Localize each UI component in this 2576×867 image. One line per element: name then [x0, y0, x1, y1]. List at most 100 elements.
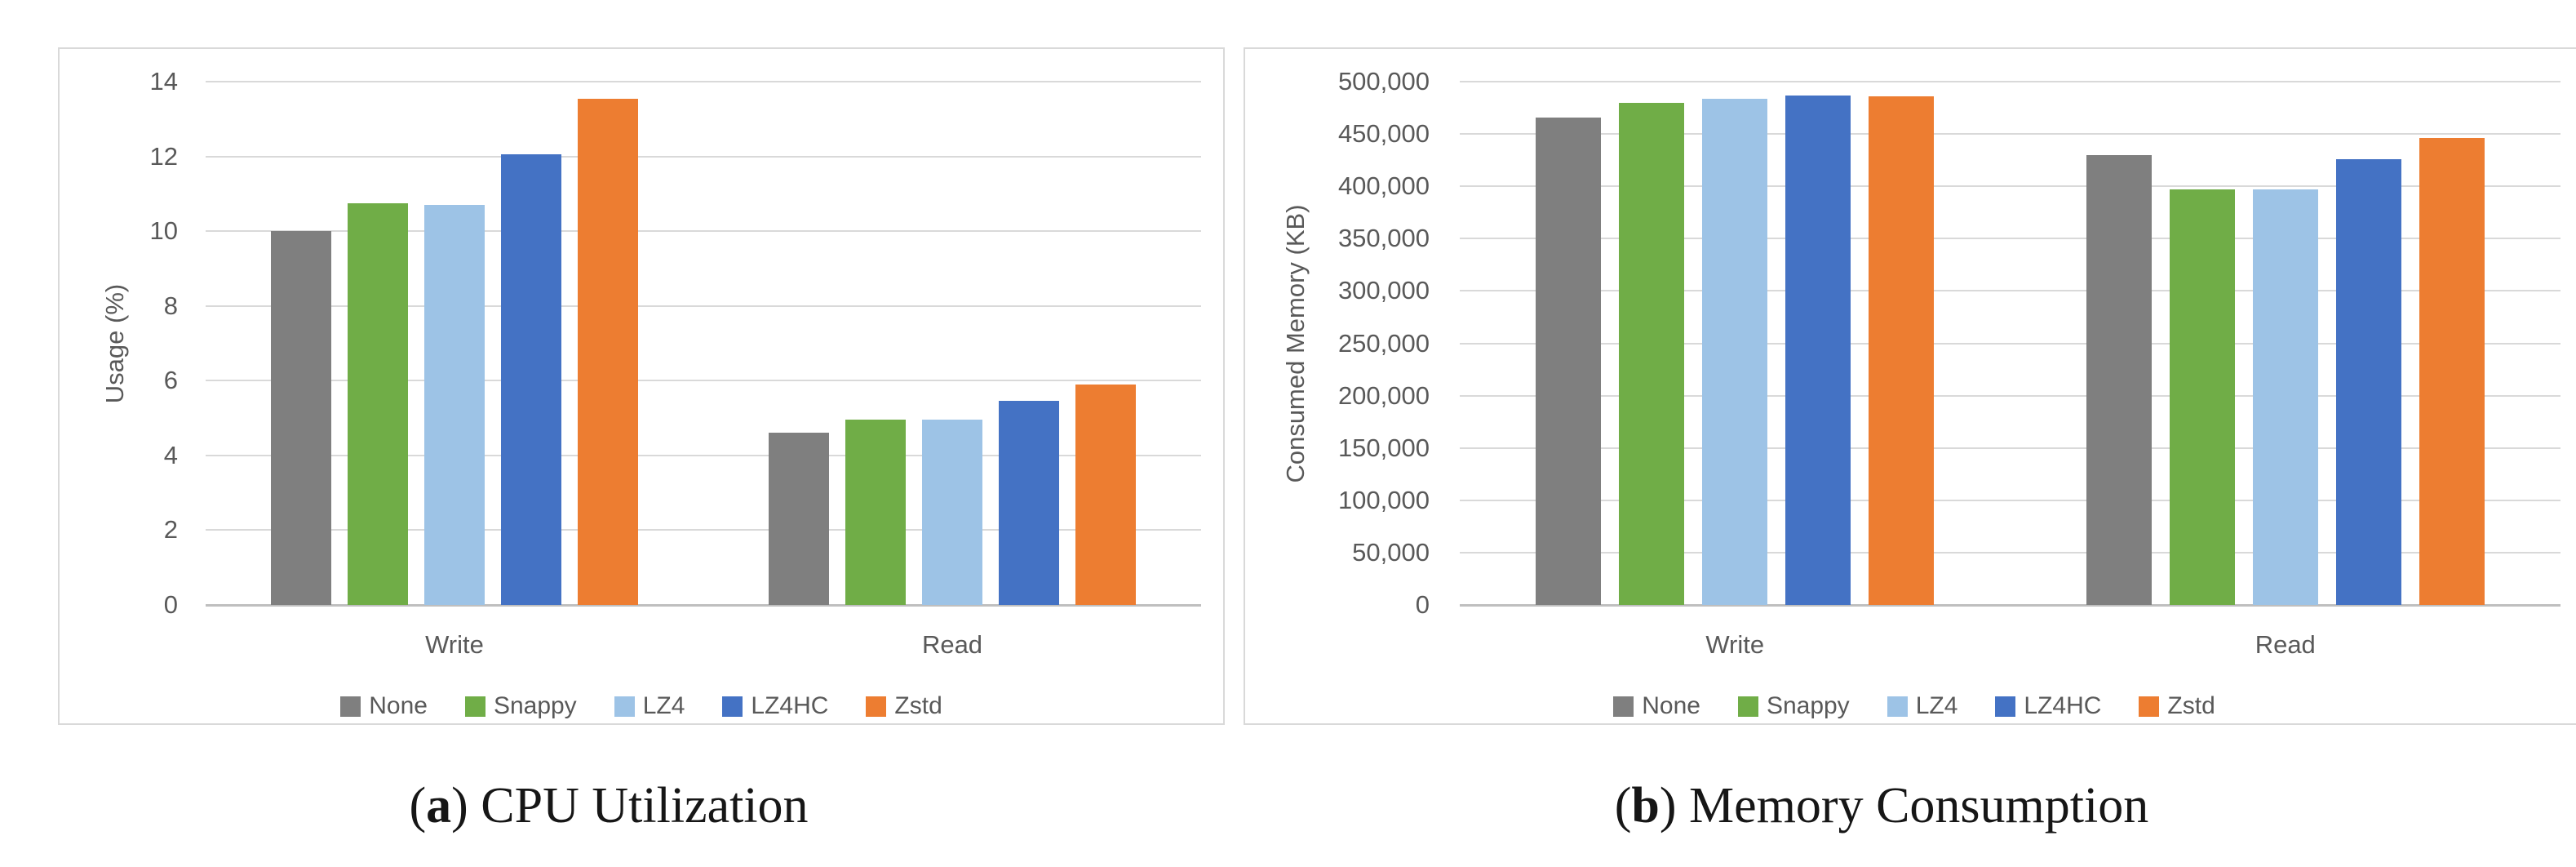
legend-label: Zstd	[2167, 692, 2215, 719]
legend-item-lz4: LZ4	[1887, 692, 1958, 720]
x-axis-line	[1460, 604, 2560, 607]
legend-label: None	[369, 692, 428, 719]
y-tick-label: 400,000	[1337, 171, 1430, 201]
gridline	[1460, 551, 2560, 554]
y-tick-label: 8	[163, 291, 178, 320]
gridline	[206, 529, 1201, 531]
bar-lz4-read	[2252, 189, 2318, 605]
legend-item-zstd: Zstd	[866, 692, 942, 720]
bar-lz4-read	[922, 420, 982, 605]
legend-label: LZ4HC	[751, 692, 829, 719]
legend-label: LZ4HC	[2024, 692, 2102, 719]
y-tick-label: 10	[149, 216, 178, 246]
gridline	[1460, 447, 2560, 449]
legend-item-lz4: LZ4	[614, 692, 685, 720]
gridline	[1460, 499, 2560, 501]
caption-cpu-utilization: (a) CPU Utilization	[25, 777, 1192, 835]
caption-paren-close: )	[451, 778, 468, 834]
y-tick-label: 2	[163, 515, 178, 545]
bar-zstd-read	[2419, 138, 2485, 605]
legend-label: LZ4	[1915, 692, 1958, 719]
legend-item-lz4hc: LZ4HC	[1995, 692, 2101, 720]
legend-swatch-icon	[1995, 696, 2016, 717]
bar-group-read	[2011, 82, 2561, 605]
x-category-label-write: Write	[1705, 630, 1765, 659]
legend-label: Snappy	[493, 692, 577, 719]
x-axis-line	[206, 604, 1201, 607]
bar-zstd-read	[1075, 385, 1136, 605]
gridline	[206, 380, 1201, 382]
legend-item-snappy: Snappy	[1737, 692, 1850, 720]
gridline	[206, 155, 1201, 158]
legend-swatch-icon	[614, 696, 635, 717]
legend-item-zstd: Zstd	[2139, 692, 2215, 720]
legend-swatch-icon	[2139, 696, 2160, 717]
bar-lz4-write	[1702, 99, 1768, 605]
legend: None Snappy LZ4 LZ4HC Zstd	[1245, 692, 2576, 720]
y-tick-label: 150,000	[1337, 433, 1430, 462]
bar-none-write	[1536, 118, 1602, 605]
y-tick-label: 4	[163, 440, 178, 469]
gridline	[206, 305, 1201, 307]
x-category-label-write: Write	[425, 630, 484, 659]
y-tick-label: 0	[163, 590, 178, 619]
chart-panel-memory-consumption: Consumed Memory (KB) 500,000 450,000 400,0…	[1244, 47, 2576, 725]
caption-title: Memory Consumption	[1689, 778, 2149, 834]
legend-label: Snappy	[1766, 692, 1850, 719]
legend-swatch-icon	[464, 696, 485, 717]
y-tick-label: 500,000	[1337, 67, 1430, 96]
gridline	[1460, 185, 2560, 188]
bar-snappy-read	[845, 420, 906, 605]
legend-item-none: None	[340, 692, 428, 720]
caption-title: CPU Utilization	[481, 778, 809, 834]
caption-paren-close: )	[1659, 778, 1677, 834]
legend-label: Zstd	[894, 692, 942, 719]
bar-zstd-write	[578, 99, 638, 605]
legend-swatch-icon	[1887, 696, 1908, 717]
y-tick-label: 0	[1415, 590, 1430, 619]
bar-group-read	[703, 82, 1201, 605]
x-category-label-read: Read	[921, 630, 983, 659]
bar-zstd-write	[1869, 96, 1935, 605]
legend-swatch-icon	[1737, 696, 1758, 717]
y-tick-label: 100,000	[1337, 485, 1430, 514]
caption-memory-consumption: (b) Memory Consumption	[1211, 777, 2552, 835]
bar-lz4hc-write	[1785, 96, 1851, 605]
y-tick-label: 250,000	[1337, 328, 1430, 358]
legend-swatch-icon	[722, 696, 743, 717]
legend: None Snappy LZ4 LZ4HC Zstd	[60, 692, 1223, 720]
legend-label: LZ4	[642, 692, 685, 719]
y-tick-label: 350,000	[1337, 224, 1430, 253]
y-tick-label: 6	[163, 366, 178, 395]
bar-snappy-write	[348, 203, 408, 605]
bar-group-write	[1460, 82, 2011, 605]
legend-item-none: None	[1613, 692, 1700, 720]
chart-panel-cpu-utilization: Usage (%) 14 12 10 8 6 4 2 0 Write Read None Snappy…	[58, 47, 1225, 725]
gridline	[1460, 394, 2560, 397]
bar-none-read	[2086, 155, 2152, 605]
bar-snappy-read	[2169, 189, 2235, 605]
gridline	[206, 230, 1201, 233]
gridline	[1460, 238, 2560, 240]
gridline	[1460, 290, 2560, 292]
legend-label: None	[1642, 692, 1700, 719]
gridline	[1460, 81, 2560, 82]
gridline	[1460, 133, 2560, 136]
bar-none-write	[271, 231, 331, 605]
x-category-label-read: Read	[2255, 630, 2316, 659]
y-tick-label: 50,000	[1352, 537, 1430, 567]
y-tick-label: 300,000	[1337, 276, 1430, 305]
gridline	[206, 454, 1201, 456]
caption-paren-open: (	[409, 778, 427, 834]
caption-letter: b	[1631, 778, 1660, 834]
legend-swatch-icon	[340, 696, 361, 717]
bar-group-write	[206, 82, 703, 605]
bar-lz4-write	[424, 205, 485, 605]
legend-swatch-icon	[866, 696, 887, 717]
bar-none-read	[769, 433, 829, 605]
gridline	[206, 81, 1201, 82]
bar-lz4hc-read	[999, 401, 1059, 605]
y-tick-label: 12	[149, 141, 178, 171]
bar-lz4hc-write	[501, 154, 561, 605]
